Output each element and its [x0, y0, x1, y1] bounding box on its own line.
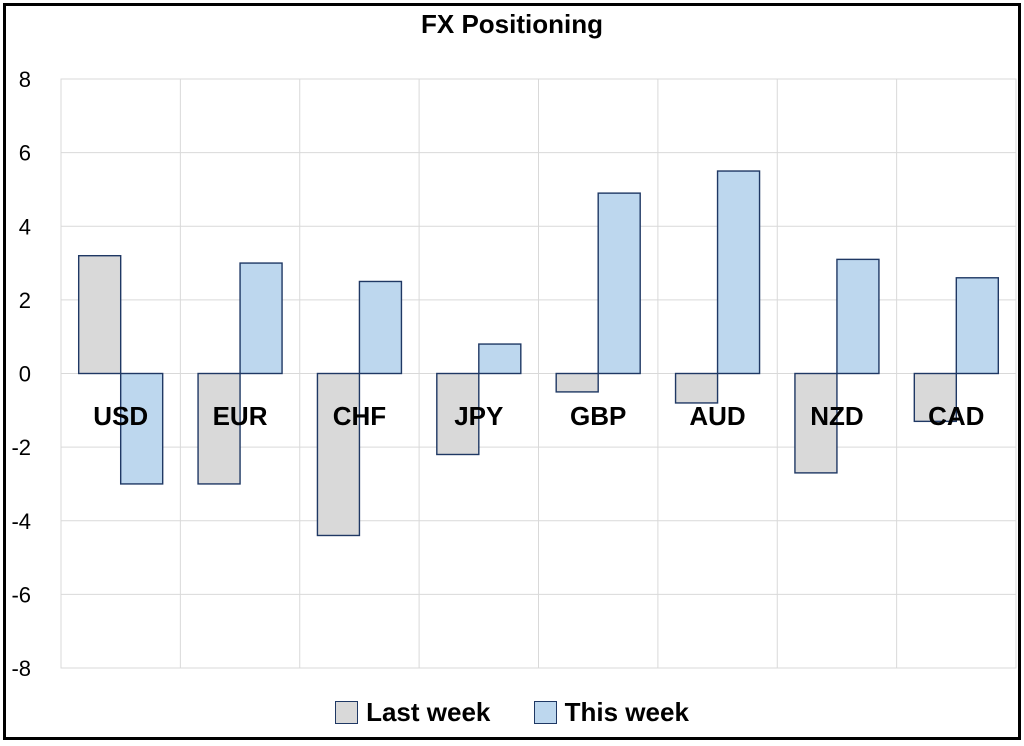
- svg-text:-2: -2: [11, 435, 31, 460]
- svg-text:0: 0: [19, 362, 31, 387]
- svg-text:CAD: CAD: [928, 401, 984, 431]
- svg-text:NZD: NZD: [810, 401, 863, 431]
- svg-text:4: 4: [19, 214, 31, 239]
- svg-text:USD: USD: [93, 401, 148, 431]
- svg-text:-8: -8: [11, 656, 31, 681]
- svg-text:8: 8: [19, 67, 31, 92]
- svg-text:-4: -4: [11, 509, 31, 534]
- svg-text:2: 2: [19, 288, 31, 313]
- svg-text:6: 6: [19, 141, 31, 166]
- svg-text:AUD: AUD: [689, 401, 745, 431]
- svg-text:JPY: JPY: [454, 401, 503, 431]
- svg-text:-6: -6: [11, 582, 31, 607]
- svg-text:GBP: GBP: [570, 401, 626, 431]
- svg-text:CHF: CHF: [333, 401, 386, 431]
- svg-text:EUR: EUR: [213, 401, 268, 431]
